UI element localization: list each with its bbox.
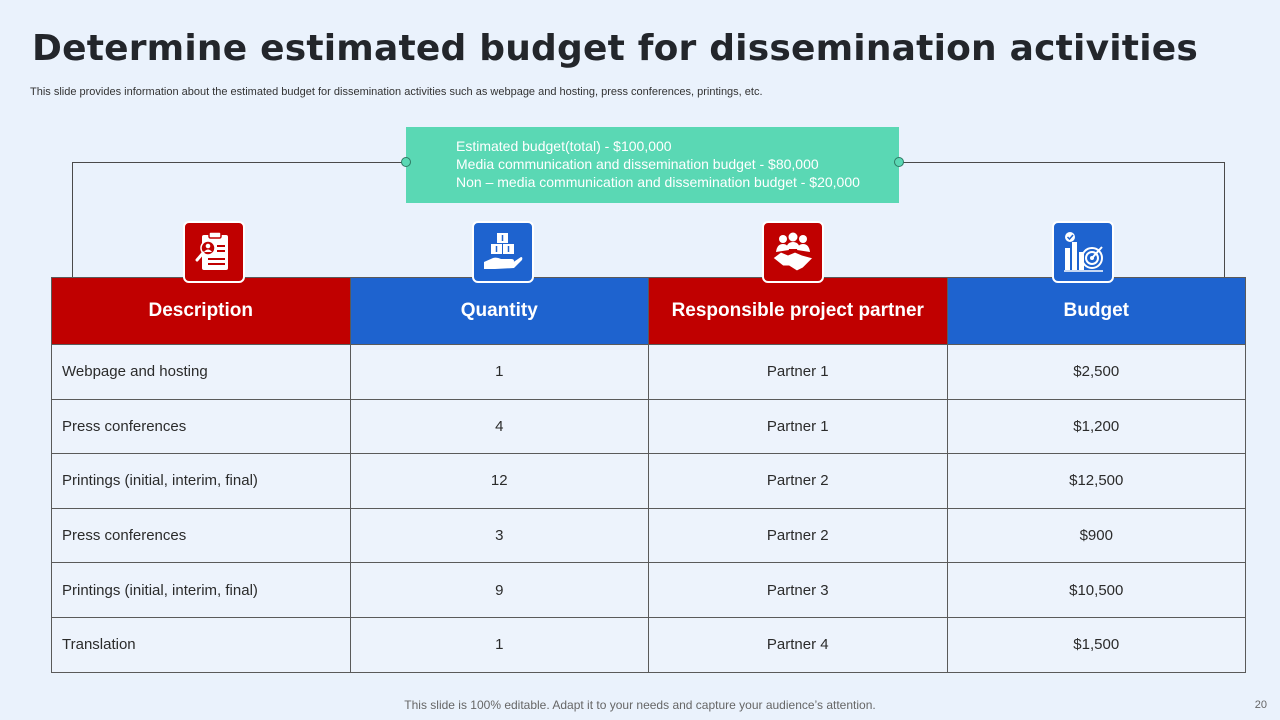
boxes-hand-icon — [472, 221, 534, 283]
cell-description: Translation — [51, 616, 351, 673]
page-number: 20 — [1254, 699, 1267, 711]
left-connector-line — [72, 162, 407, 279]
cell-budget: $2,500 — [946, 344, 1246, 400]
footer-note: This slide is 100% editable. Adapt it to… — [404, 698, 876, 712]
cell-budget: $12,500 — [946, 453, 1246, 509]
chart-target-icon — [1052, 221, 1114, 283]
table-row: Press conferences 4 Partner 1 $1,200 — [51, 398, 1246, 455]
budget-table: Description Quantity Responsible project… — [51, 277, 1246, 673]
table-header-row: Description Quantity Responsible project… — [51, 277, 1246, 345]
cell-partner: Partner 3 — [648, 562, 948, 618]
clipboard-person-icon — [183, 221, 245, 283]
cell-quantity: 3 — [349, 507, 649, 564]
cell-partner: Partner 4 — [648, 616, 948, 673]
summary-total: Estimated budget(total) - $100,000 — [456, 138, 672, 154]
connector-dot-right — [894, 157, 904, 167]
right-connector-line — [899, 162, 1225, 279]
header-budget: Budget — [946, 277, 1246, 345]
connector-dot-left — [401, 157, 411, 167]
cell-description: Webpage and hosting — [51, 344, 351, 400]
cell-budget: $10,500 — [946, 562, 1246, 618]
cell-quantity: 4 — [349, 398, 649, 455]
table-row: Webpage and hosting 1 Partner 1 $2,500 — [51, 344, 1246, 400]
header-partner: Responsible project partner — [648, 277, 948, 345]
summary-non-media: Non – media communication and disseminat… — [456, 174, 860, 190]
cell-quantity: 9 — [349, 562, 649, 618]
handshake-icon — [762, 221, 824, 283]
cell-description: Press conferences — [51, 398, 351, 455]
cell-quantity: 1 — [349, 344, 649, 400]
cell-partner: Partner 1 — [648, 398, 948, 455]
cell-partner: Partner 2 — [648, 507, 948, 564]
cell-budget: $1,200 — [946, 398, 1246, 455]
cell-partner: Partner 2 — [648, 453, 948, 509]
cell-description: Printings (initial, interim, final) — [51, 562, 351, 618]
cell-description: Printings (initial, interim, final) — [51, 453, 351, 509]
table-row: Translation 1 Partner 4 $1,500 — [51, 616, 1246, 673]
table-row: Printings (initial, interim, final) 9 Pa… — [51, 562, 1246, 618]
slide-title: Determine estimated budget for dissemina… — [32, 28, 1198, 69]
summary-media: Media communication and dissemination bu… — [456, 156, 819, 172]
header-description: Description — [51, 277, 351, 345]
slide-subtitle: This slide provides information about th… — [30, 86, 763, 98]
budget-summary-box: Estimated budget(total) - $100,000 Media… — [406, 127, 899, 203]
cell-budget: $1,500 — [946, 616, 1246, 673]
cell-quantity: 1 — [349, 616, 649, 673]
cell-budget: $900 — [946, 507, 1246, 564]
cell-quantity: 12 — [349, 453, 649, 509]
header-quantity: Quantity — [349, 277, 649, 345]
cell-description: Press conferences — [51, 507, 351, 564]
table-row: Printings (initial, interim, final) 12 P… — [51, 453, 1246, 509]
cell-partner: Partner 1 — [648, 344, 948, 400]
table-row: Press conferences 3 Partner 2 $900 — [51, 507, 1246, 564]
